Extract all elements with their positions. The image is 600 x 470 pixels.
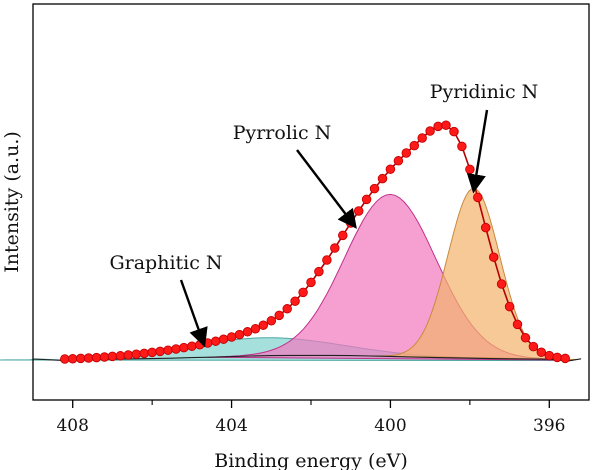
annotation-arrow-graphitic-n	[179, 279, 208, 348]
data-point	[330, 243, 340, 253]
data-point	[488, 252, 499, 262]
data-point	[75, 353, 86, 364]
data-point	[465, 164, 475, 175]
data-point	[226, 332, 237, 342]
data-point	[258, 320, 269, 330]
data-point	[187, 341, 197, 351]
data-point	[401, 148, 412, 158]
data-point	[60, 354, 70, 364]
x-tick-label: 400	[374, 416, 406, 436]
data-point	[338, 230, 348, 241]
data-point	[155, 346, 165, 357]
data-point	[282, 304, 292, 314]
data-point	[131, 349, 142, 359]
x-tick-label: 396	[533, 416, 565, 436]
data-point	[560, 353, 570, 364]
data-point	[520, 333, 531, 343]
data-point	[385, 164, 396, 174]
data-point	[433, 121, 443, 132]
annotation-graphitic-n: Graphitic N	[109, 252, 222, 274]
data-point	[250, 324, 261, 334]
data-point	[107, 351, 118, 362]
data-point	[369, 183, 380, 194]
baseline-line	[32, 354, 582, 362]
data-point	[210, 336, 221, 346]
data-point	[83, 353, 94, 363]
data-point	[322, 255, 332, 265]
data-point	[218, 334, 229, 344]
data-point	[473, 192, 483, 203]
data-point	[449, 126, 459, 137]
x-tick-label: 404	[215, 416, 247, 436]
data-point	[512, 319, 523, 330]
x-axis-ticks: 408 404 400 396	[56, 400, 566, 436]
data-point	[171, 344, 181, 354]
data-point	[496, 279, 507, 289]
data-point	[544, 350, 555, 361]
data-point	[115, 351, 126, 361]
data-point	[393, 156, 404, 166]
data-point	[274, 310, 284, 321]
data-point	[425, 126, 435, 136]
annotation-pyrrolic-n: Pyrrolic N	[233, 122, 332, 144]
data-point	[147, 347, 157, 358]
annotation-arrow-pyridinic-n	[466, 109, 489, 194]
data-point	[314, 266, 324, 277]
peak-annotations: Pyridinic N Pyrrolic N Graphitic N	[109, 81, 539, 348]
data-point	[99, 352, 110, 362]
data-point	[91, 352, 102, 363]
data-point	[361, 194, 372, 205]
data-point	[298, 287, 308, 298]
data-point	[441, 120, 451, 130]
data-point	[179, 342, 189, 353]
data-point	[409, 140, 420, 151]
data-point	[266, 316, 277, 326]
data-point	[290, 296, 300, 306]
data-point	[457, 141, 467, 152]
y-axis-label: Intensity (a.u.)	[1, 131, 23, 273]
data-point	[504, 301, 515, 312]
annotation-pyridinic-n: Pyridinic N	[430, 81, 539, 103]
x-axis-label: Binding energy (eV)	[214, 450, 408, 470]
data-point	[242, 327, 253, 337]
data-point	[163, 345, 173, 355]
x-tick-label: 408	[56, 416, 88, 436]
annotation-arrow-pyrrolic-n	[296, 149, 357, 229]
data-point	[417, 133, 427, 143]
data-point	[353, 206, 364, 216]
data-point	[67, 354, 78, 364]
data-point	[139, 348, 149, 359]
data-point	[552, 352, 562, 363]
data-point	[528, 341, 539, 352]
data-point	[536, 347, 547, 357]
data-point	[480, 222, 491, 233]
data-point	[234, 329, 245, 340]
data-point	[377, 173, 388, 184]
data-point	[306, 277, 316, 288]
data-point	[123, 350, 134, 360]
baseline-layer	[32, 354, 582, 362]
